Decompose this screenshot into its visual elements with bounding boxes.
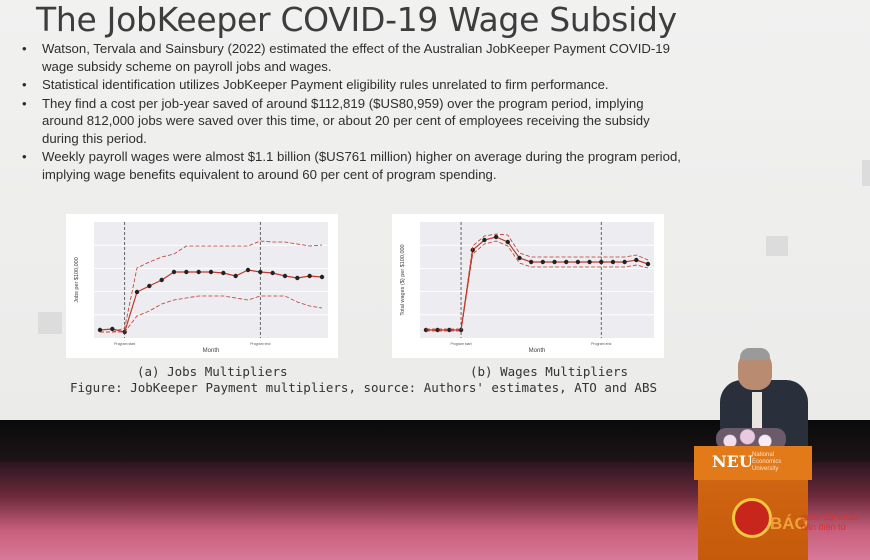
- bullet-item: Watson, Tervala and Sainsbury (2022) est…: [22, 40, 682, 75]
- data-point: [482, 237, 487, 243]
- data-point: [282, 273, 288, 279]
- plot-area: [420, 222, 654, 338]
- data-point: [270, 270, 275, 276]
- podium-top: [694, 446, 812, 480]
- watermark-subtitle: quân đội nhân dân điện tử: [801, 512, 859, 532]
- data-point: [159, 277, 164, 283]
- projection-screen: The JobKeeper COVID-19 Wage Subsidy Wats…: [0, 0, 870, 420]
- data-point: [435, 327, 440, 333]
- data-point: [552, 259, 557, 265]
- data-point: [221, 270, 226, 276]
- data-point: [599, 259, 604, 265]
- jobs-multipliers-chart: Jobs per $100,000 Month Program start Progr…: [66, 214, 338, 358]
- screen-glare: [766, 236, 788, 256]
- figure-a-caption: (a) Jobs Multipliers: [137, 364, 288, 379]
- data-point: [587, 259, 592, 265]
- data-point: [564, 259, 569, 265]
- bullet-list: Watson, Tervala and Sainsbury (2022) est…: [22, 40, 682, 184]
- y-axis-label: Total wages ($) per $100,000: [400, 244, 406, 315]
- data-point: [575, 259, 581, 265]
- screen-glare: [38, 312, 62, 334]
- data-point: [319, 274, 325, 280]
- data-point: [517, 255, 522, 261]
- data-point: [110, 326, 115, 332]
- data-point: [622, 259, 627, 265]
- data-point: [171, 269, 177, 275]
- speaker-shirt: [752, 392, 762, 432]
- series-line-confidence-band: [426, 233, 649, 330]
- bullet-item: They find a cost per job-year saved of a…: [22, 95, 682, 148]
- jobs-chart-svg: Jobs per $100,000 Month Program start Progr…: [74, 222, 328, 354]
- data-point: [493, 234, 499, 240]
- data-point: [645, 261, 651, 267]
- wages-chart-svg: Total wages ($) per $100,000 Month Program…: [400, 222, 654, 354]
- x-axis-label: Month: [529, 348, 546, 354]
- podium-logo: NEU: [712, 452, 753, 471]
- data-point: [97, 327, 103, 333]
- x-tick-label: Program end: [591, 342, 611, 346]
- x-tick-label: Program start: [114, 342, 135, 346]
- screen-glare: [862, 160, 870, 186]
- x-axis-label: Month: [203, 348, 220, 354]
- x-tick-label: Program start: [450, 342, 471, 346]
- figure-caption: Figure: JobKeeper Payment multipliers, s…: [70, 380, 657, 395]
- plot-area: [94, 222, 328, 338]
- data-point: [196, 269, 201, 275]
- data-point: [233, 273, 238, 279]
- flower-arrangement: [716, 428, 786, 450]
- data-point: [610, 259, 616, 265]
- bullet-item: Statistical identification utilizes JobK…: [22, 76, 682, 94]
- data-point: [295, 275, 300, 281]
- data-point: [307, 273, 312, 279]
- series-line-confidence-band: [100, 240, 323, 333]
- series-line-confidence-band: [426, 240, 649, 332]
- series-line-confidence-band: [100, 295, 323, 333]
- university-emblem-icon: [732, 498, 772, 538]
- data-point: [505, 239, 510, 245]
- speaker-hair: [740, 348, 770, 360]
- slide-title: The JobKeeper COVID-19 Wage Subsidy: [36, 0, 677, 39]
- data-point: [447, 327, 452, 333]
- wages-multipliers-chart: Total wages ($) per $100,000 Month Program…: [392, 214, 664, 358]
- bullet-item: Weekly payroll wages were almost $1.1 bi…: [22, 148, 682, 183]
- podium-subtitle: National Economics University: [752, 452, 782, 472]
- data-point: [147, 283, 152, 289]
- data-point: [258, 269, 263, 275]
- x-tick-label: Program end: [250, 342, 270, 346]
- data-point: [528, 259, 534, 265]
- data-point: [208, 269, 214, 275]
- data-point: [540, 259, 546, 265]
- data-point: [184, 269, 189, 275]
- data-point: [423, 327, 429, 333]
- data-point: [245, 267, 251, 273]
- data-point: [134, 289, 140, 295]
- data-point: [470, 247, 475, 253]
- figure-b-caption: (b) Wages Multipliers: [470, 364, 629, 379]
- watermark-logo: BÁO: [770, 514, 808, 533]
- y-axis-label: Jobs per $100,000: [74, 257, 80, 303]
- data-point: [634, 257, 639, 263]
